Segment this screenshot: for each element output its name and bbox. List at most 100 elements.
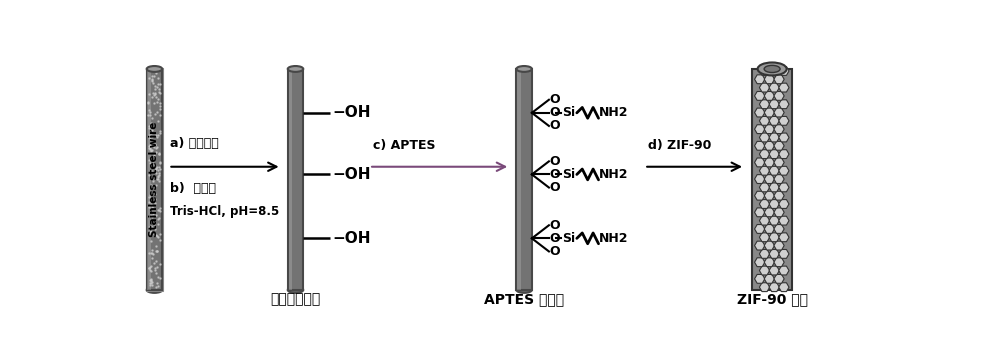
Bar <box>147 69 162 290</box>
Point <box>142 147 158 152</box>
Point <box>150 82 166 87</box>
Point <box>145 190 161 196</box>
Point <box>151 164 167 170</box>
Ellipse shape <box>288 66 303 72</box>
Point <box>145 211 161 217</box>
Point <box>141 144 157 149</box>
Point <box>143 127 159 133</box>
Point <box>143 130 159 135</box>
Point <box>142 192 158 198</box>
Point <box>146 100 162 106</box>
Point <box>144 124 160 130</box>
Point <box>151 152 167 157</box>
Point <box>149 233 165 238</box>
Point <box>140 112 156 118</box>
Point <box>149 84 165 90</box>
Text: O: O <box>550 106 560 119</box>
Point <box>143 148 159 153</box>
Point <box>145 90 161 96</box>
Point <box>146 144 162 149</box>
Point <box>143 182 159 188</box>
Point <box>149 109 165 115</box>
Point <box>144 168 160 173</box>
Point <box>151 207 167 213</box>
Point <box>148 258 164 264</box>
Point <box>142 267 158 273</box>
Point <box>141 125 157 131</box>
Ellipse shape <box>147 287 162 293</box>
Point <box>147 91 163 97</box>
Point <box>152 237 168 242</box>
Text: Si: Si <box>562 168 575 181</box>
Point <box>147 86 163 92</box>
Point <box>150 234 166 239</box>
Point <box>152 160 168 165</box>
Text: O: O <box>550 119 560 132</box>
Point <box>150 274 166 280</box>
Point <box>142 278 158 283</box>
Point <box>144 147 160 153</box>
Point <box>144 94 160 100</box>
Point <box>147 112 163 117</box>
Point <box>146 176 162 182</box>
Text: −OH: −OH <box>332 105 370 120</box>
Point <box>148 133 164 138</box>
Point <box>148 146 164 151</box>
Point <box>145 252 161 257</box>
Point <box>141 251 157 256</box>
Point <box>144 215 160 220</box>
Point <box>144 78 160 83</box>
Point <box>150 174 166 180</box>
Point <box>143 202 159 207</box>
Point <box>150 97 166 102</box>
Point <box>145 178 161 184</box>
Point <box>152 261 168 266</box>
Point <box>143 280 159 286</box>
Point <box>152 205 168 211</box>
Point <box>142 135 158 140</box>
Point <box>141 199 157 204</box>
Point <box>143 264 159 269</box>
Point <box>146 222 162 227</box>
Point <box>141 133 157 138</box>
Point <box>149 248 165 254</box>
Point <box>149 164 165 170</box>
Point <box>150 217 166 222</box>
Point <box>151 150 167 155</box>
Point <box>142 229 158 235</box>
Ellipse shape <box>516 287 532 293</box>
Point <box>151 178 167 184</box>
Point <box>148 94 164 100</box>
Point <box>152 104 168 109</box>
Point <box>141 265 157 271</box>
Point <box>144 232 160 237</box>
Point <box>144 74 160 79</box>
Point <box>148 70 164 76</box>
Point <box>151 170 167 175</box>
Ellipse shape <box>764 65 780 72</box>
Point <box>152 112 168 118</box>
Point <box>150 132 166 138</box>
Text: b)  多巴胺: b) 多巴胺 <box>170 182 216 195</box>
Point <box>141 224 157 230</box>
Ellipse shape <box>147 66 162 72</box>
Point <box>147 83 163 89</box>
Bar <box>288 69 303 290</box>
Text: O: O <box>550 181 560 194</box>
Text: O: O <box>550 232 560 245</box>
Point <box>152 208 168 213</box>
Point <box>148 232 164 238</box>
Point <box>145 184 161 190</box>
Point <box>141 123 157 128</box>
Point <box>148 149 164 155</box>
Point <box>141 157 157 162</box>
Point <box>150 284 166 289</box>
Point <box>148 166 164 172</box>
Point <box>149 280 165 285</box>
Ellipse shape <box>758 62 787 76</box>
Point <box>151 89 167 95</box>
Point <box>146 142 162 147</box>
Point <box>152 106 168 112</box>
Point <box>144 250 160 256</box>
Point <box>151 172 167 177</box>
